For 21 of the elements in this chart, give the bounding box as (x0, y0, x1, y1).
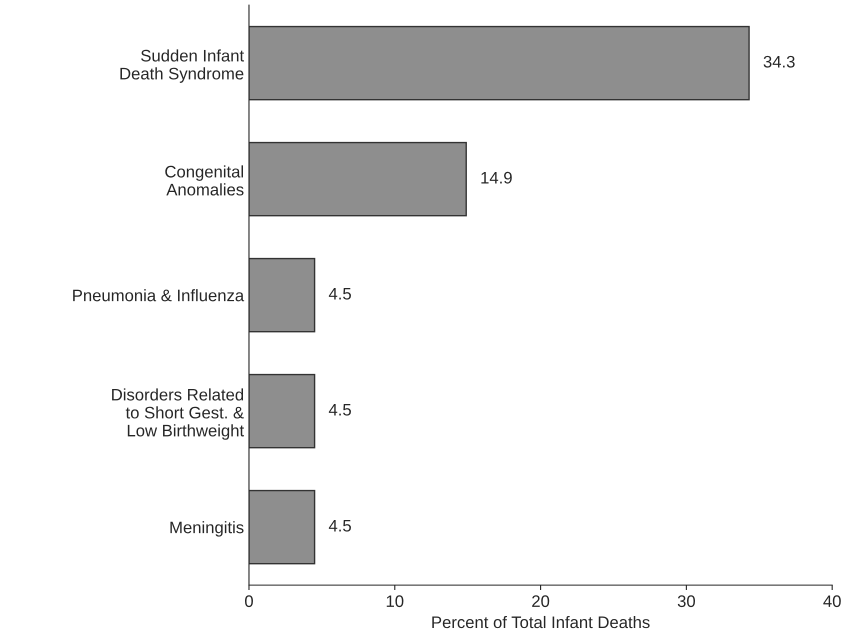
y-tick-label: Meningitis (170, 521, 244, 537)
data-label: 4.5 (328, 520, 351, 532)
data-label: 4.5 (328, 288, 351, 300)
x-axis-title: Percent of Total Infant Deaths (432, 616, 650, 628)
y-tick-label: Disorders Related to Short Gest. & Low Birthweight (112, 388, 244, 440)
bar (248, 258, 316, 332)
data-label: 34.3 (764, 56, 795, 68)
data-label: 4.5 (328, 404, 351, 416)
x-tick-label: 20 (532, 595, 550, 608)
bar (248, 490, 316, 564)
data-label: 14.9 (481, 172, 512, 184)
y-tick-label: Pneumonia & Influenza (73, 289, 244, 302)
x-tick-label: 0 (244, 595, 253, 608)
bar (248, 26, 750, 100)
y-tick-label: Congenital Anomalies (165, 165, 244, 196)
x-tick-label: 40 (823, 595, 841, 608)
x-tick-label: 10 (386, 595, 404, 608)
bar (248, 374, 316, 448)
x-tick-label: 30 (678, 595, 695, 608)
y-tick-label: Sudden Infant Death Syndrome (120, 49, 244, 83)
bar (248, 142, 467, 216)
